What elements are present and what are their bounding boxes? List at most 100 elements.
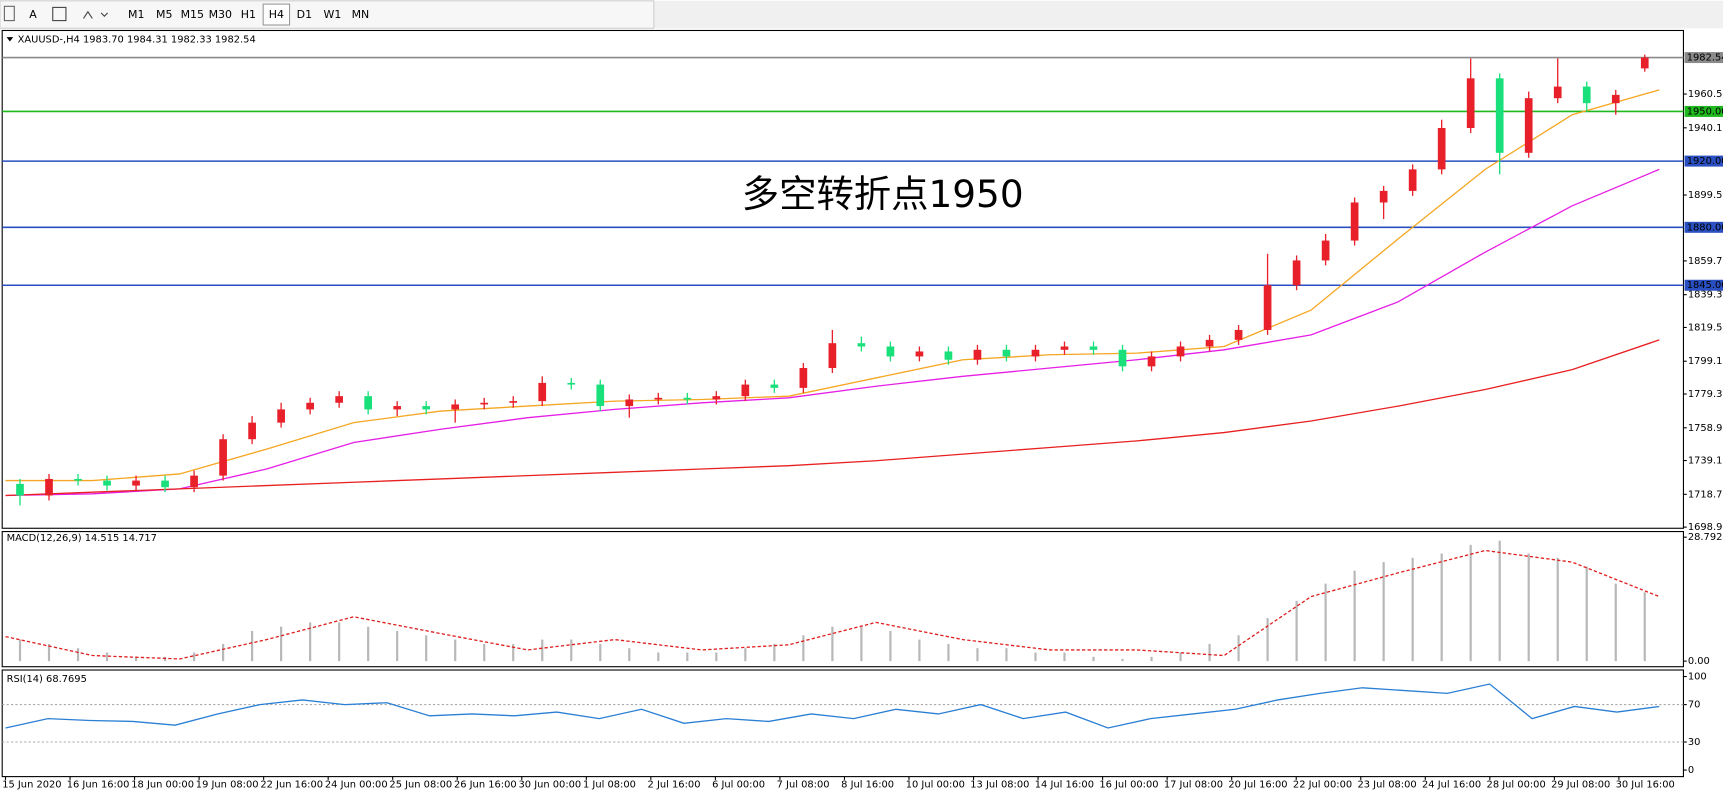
- candle-body: [1205, 339, 1214, 347]
- icon[interactable]: [3, 5, 15, 22]
- moving-average: [5, 339, 1660, 497]
- histogram-bar: [1527, 553, 1530, 662]
- timeframe-label[interactable]: D1: [297, 8, 312, 21]
- histogram-bar: [1382, 562, 1385, 662]
- icon[interactable]: [83, 10, 109, 19]
- histogram-bar: [1295, 600, 1298, 662]
- timeframe-label[interactable]: M1: [128, 8, 144, 21]
- icon[interactable]: [52, 6, 67, 22]
- main-panel: [1, 29, 1684, 529]
- x-tick-label: 18 Jun 00:00: [131, 779, 194, 790]
- histogram-bar: [47, 643, 51, 662]
- candle-body: [1031, 349, 1040, 357]
- histogram-bar: [1324, 583, 1327, 662]
- y-tick-label: 1718.70: [1688, 489, 1723, 500]
- candle-body: [625, 399, 634, 407]
- histogram-bar: [309, 622, 312, 662]
- candle-body: [1002, 349, 1011, 357]
- toolbar-group: [0, 0, 655, 29]
- x-tick-label: 13 Jul 08:00: [970, 779, 1029, 790]
- candle-body: [712, 396, 721, 400]
- y-tick-label: 1819.50: [1688, 322, 1723, 333]
- price-level-label: 1920.00: [1687, 156, 1723, 167]
- x-tick-label: 30 Jun 00:00: [518, 779, 581, 790]
- candle-body: [509, 401, 518, 403]
- candle-body: [1437, 127, 1446, 170]
- candle-body: [422, 406, 431, 410]
- x-tick-label: 28 Jul 00:00: [1487, 779, 1546, 790]
- timeframe-label[interactable]: MN: [352, 8, 370, 21]
- histogram-bar: [1237, 635, 1240, 662]
- annotation: 多空转折点1950: [742, 172, 1024, 216]
- x-tick-label: 30 Jul 16:00: [1616, 779, 1675, 790]
- candle-body: [1524, 98, 1533, 153]
- x-tick-label: 8 Jul 16:00: [841, 779, 894, 790]
- histogram-bar: [1121, 658, 1124, 662]
- x-tick-label: 16 Jun 16:00: [67, 779, 130, 790]
- histogram-bar: [976, 648, 979, 662]
- price-level-label: 1880.00: [1687, 222, 1723, 233]
- histogram-bar: [599, 643, 602, 662]
- signal-line: [5, 549, 1660, 660]
- timeframe-label[interactable]: W1: [323, 8, 341, 21]
- timeframe-label[interactable]: M15: [181, 8, 204, 21]
- candle-body: [770, 384, 779, 388]
- y-tick-label: 70: [1688, 700, 1701, 711]
- text-tool[interactable]: A: [29, 8, 37, 21]
- x-tick-label: 22 Jun 16:00: [260, 779, 323, 790]
- y-tick-label: 100: [1688, 672, 1707, 683]
- histogram-bar: [541, 639, 544, 662]
- candle-body: [219, 439, 227, 476]
- candle-body: [1350, 202, 1359, 241]
- histogram-bar: [483, 643, 486, 662]
- histogram-bar: [831, 626, 834, 662]
- price-level-box: [1684, 52, 1723, 64]
- x-tick-label: 26 Jun 16:00: [454, 779, 517, 790]
- histogram-bar: [802, 635, 805, 662]
- y-tick-label: 28.792: [1688, 532, 1723, 543]
- timeframe-label[interactable]: H1: [241, 8, 256, 21]
- histogram-bar: [1643, 592, 1646, 662]
- histogram-bar: [280, 626, 283, 662]
- candle-body: [828, 343, 837, 369]
- x-tick-label: 20 Jul 16:00: [1228, 779, 1287, 790]
- timeframe-label[interactable]: H4: [269, 8, 284, 21]
- candle-body: [1118, 349, 1127, 367]
- timeframe-bar: M1 M5 M15 M30 H1 H4 D1 W1 MN: [128, 3, 370, 26]
- candle-body: [1060, 346, 1069, 350]
- y-tick-label: 1940.10: [1688, 123, 1723, 134]
- y-tick-label: 1799.10: [1688, 356, 1723, 367]
- histogram-bar: [1498, 540, 1501, 662]
- candle-body: [1263, 285, 1272, 330]
- candle-body: [1582, 86, 1591, 104]
- y-tick-label: 1859.70: [1688, 256, 1723, 267]
- histogram-bar: [425, 635, 428, 662]
- x-tick-label: 23 Jul 08:00: [1357, 779, 1416, 790]
- candle-body: [944, 351, 953, 360]
- histogram-bar: [105, 652, 109, 662]
- y-tick-label: 1698.90: [1688, 522, 1723, 533]
- rsi-title: RSI(14) 68.7695: [7, 674, 87, 685]
- y-tick-label: 1739.10: [1688, 456, 1723, 467]
- candle-body: [1321, 240, 1330, 261]
- histogram-bar: [947, 643, 950, 662]
- candle-body: [335, 396, 343, 403]
- candle-body: [248, 422, 256, 440]
- candle-body: [1640, 57, 1649, 69]
- timeframe-label[interactable]: M30: [209, 8, 232, 21]
- histogram-bar: [192, 652, 196, 662]
- y-tick-label: 30: [1688, 737, 1701, 748]
- symbol-header: XAUUSD-,H4 1983.70 1984.31 1982.33 1982.…: [18, 34, 256, 45]
- histogram-bar: [1063, 652, 1066, 662]
- histogram-bar: [1411, 557, 1414, 662]
- candle-body: [683, 397, 692, 400]
- timeframe-label[interactable]: M5: [156, 8, 172, 21]
- x-tick-label: 15 Jun 2020: [2, 779, 61, 790]
- candle-body: [1379, 190, 1388, 203]
- histogram-bar: [454, 639, 457, 662]
- price-level-box: [1684, 221, 1723, 233]
- moving-average: [5, 89, 1660, 482]
- candle-body: [1408, 169, 1417, 191]
- timeframe-button[interactable]: [262, 3, 291, 26]
